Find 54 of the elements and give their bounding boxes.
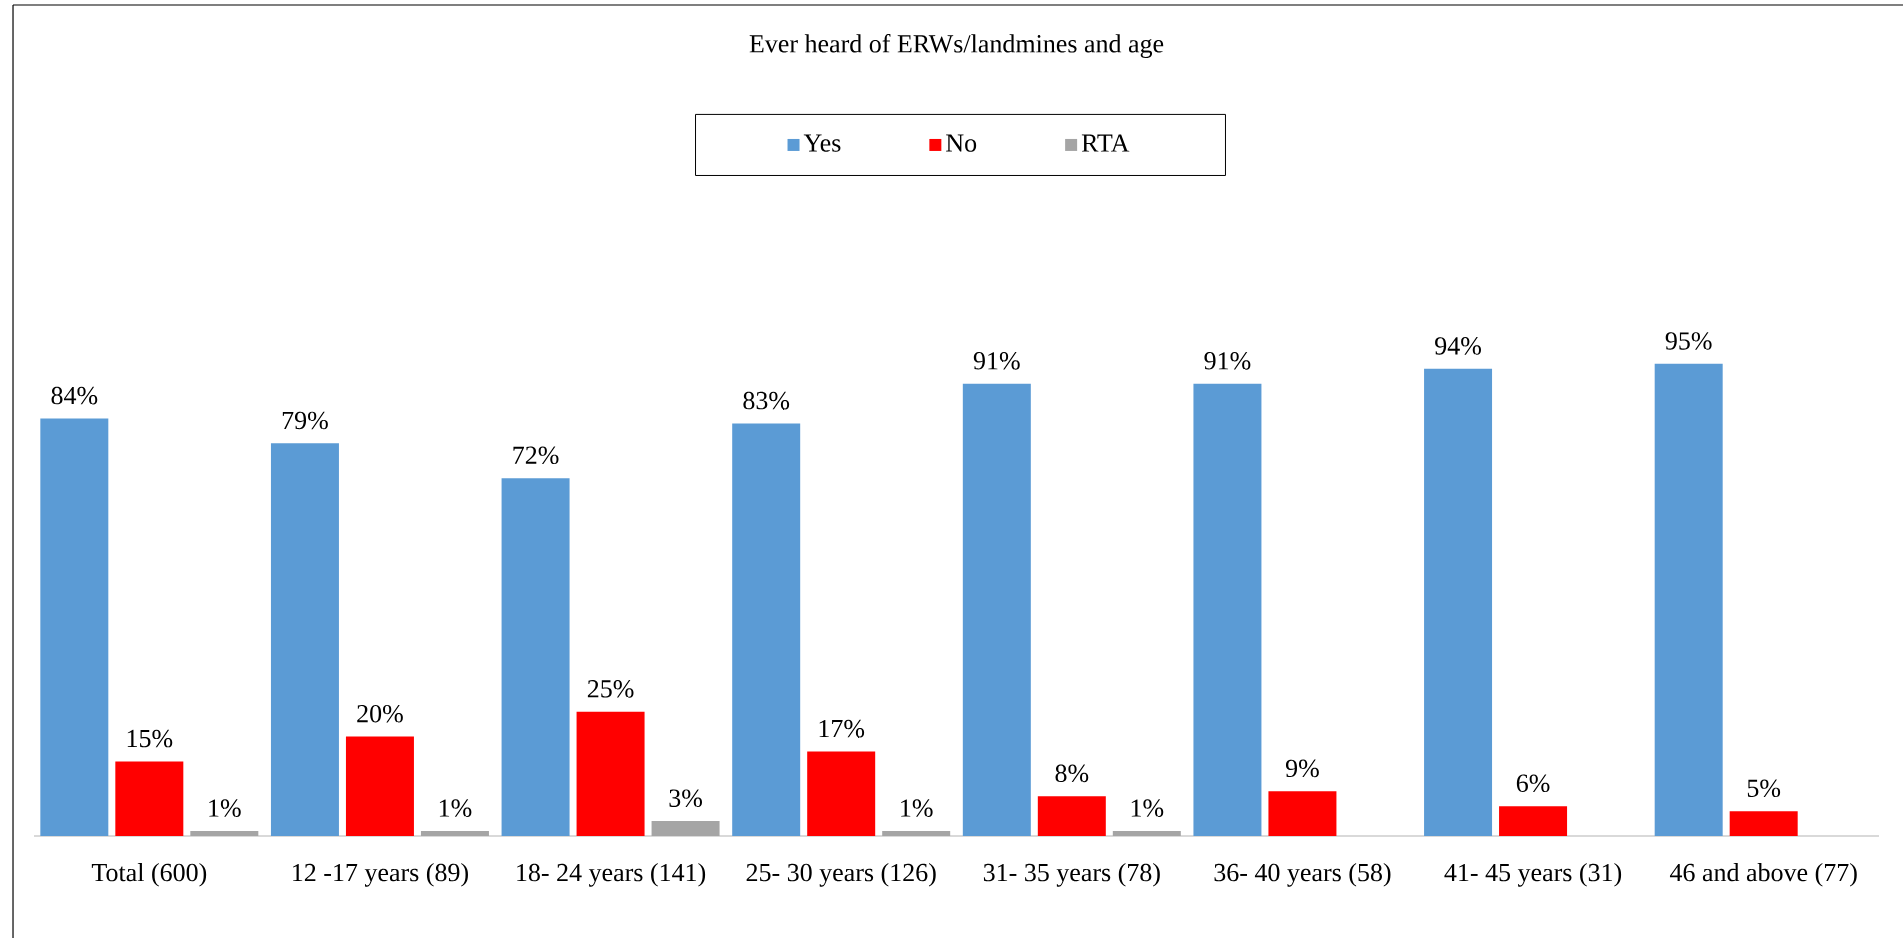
bar	[576, 711, 645, 836]
data-label: 91%	[973, 352, 1020, 370]
data-label: 83%	[743, 391, 790, 410]
x-tick-label: 41- 45 years (31)	[1444, 863, 1622, 887]
bar	[651, 821, 720, 836]
bar	[501, 478, 570, 836]
bar	[882, 831, 951, 836]
x-tick-label: 36- 40 years (58)	[1214, 863, 1391, 887]
data-label: 6%	[1516, 774, 1550, 793]
data-label: 17%	[819, 719, 865, 738]
bar	[345, 736, 414, 836]
bar	[1654, 363, 1723, 836]
chart-title: Ever heard of ERWs/landmines and age	[749, 34, 1164, 58]
x-tick-label: 46 and above (77)	[1669, 863, 1857, 887]
bar	[732, 423, 801, 836]
bar	[1424, 368, 1493, 836]
bar	[270, 443, 339, 836]
bar	[1729, 811, 1798, 836]
legend-label: No	[946, 134, 977, 152]
legend-label: RTA	[1081, 134, 1130, 152]
data-label: 84%	[51, 386, 98, 405]
data-label: 25%	[587, 680, 634, 698]
data-label: 1%	[901, 799, 933, 817]
bar	[1193, 383, 1262, 836]
legend-label: Yes	[803, 134, 841, 152]
bar	[115, 761, 184, 836]
bar	[40, 418, 109, 836]
bar	[962, 383, 1031, 836]
bar	[1268, 791, 1337, 836]
data-label: 94%	[1435, 337, 1481, 355]
bar	[807, 751, 876, 836]
bar	[1499, 806, 1568, 836]
x-tick-label: 12 -17 years (89)	[293, 863, 468, 887]
data-label: 8%	[1055, 764, 1089, 783]
bar	[190, 831, 259, 836]
data-label: 5%	[1747, 779, 1781, 798]
bar	[420, 831, 489, 836]
data-label: 1%	[1131, 799, 1164, 817]
data-label: 15%	[127, 729, 173, 748]
data-label: 1%	[209, 799, 241, 817]
data-label: 9%	[1285, 759, 1319, 778]
data-label: 95%	[1665, 332, 1712, 350]
x-tick-label: 18- 24 years (141)	[517, 863, 706, 887]
data-label: 72%	[513, 446, 559, 465]
data-label: 91%	[1204, 352, 1251, 370]
bar	[1037, 796, 1106, 836]
bar	[1112, 831, 1181, 836]
data-label: 79%	[282, 411, 328, 430]
data-label: 3%	[669, 789, 702, 808]
data-label: 20%	[357, 704, 403, 723]
x-tick-label: Total (600)	[91, 863, 207, 887]
x-tick-label: 31- 35 years (78)	[983, 863, 1160, 887]
data-label: 1%	[439, 799, 472, 817]
x-tick-label: 25- 30 years (126)	[746, 863, 936, 887]
